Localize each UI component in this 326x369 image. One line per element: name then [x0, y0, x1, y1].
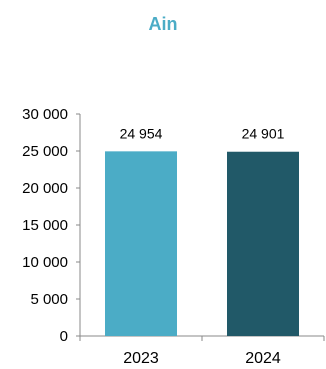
bar-2023: [105, 151, 177, 336]
y-tick-label: 30 000: [22, 106, 68, 123]
data-label: 24 901: [242, 126, 285, 142]
bar-2024: [227, 151, 299, 336]
y-tick-label: 10 000: [22, 254, 68, 271]
data-label: 24 954: [120, 125, 163, 141]
y-tick-label: 0: [60, 328, 68, 345]
y-tick-label: 15 000: [22, 217, 68, 234]
chart-title: Ain: [148, 14, 178, 34]
x-tick-label: 2023: [123, 350, 159, 367]
y-tick-label: 20 000: [22, 180, 68, 197]
y-tick-label: 5 000: [30, 291, 68, 308]
y-tick-label: 25 000: [22, 143, 68, 160]
x-tick-label: 2024: [245, 350, 281, 367]
